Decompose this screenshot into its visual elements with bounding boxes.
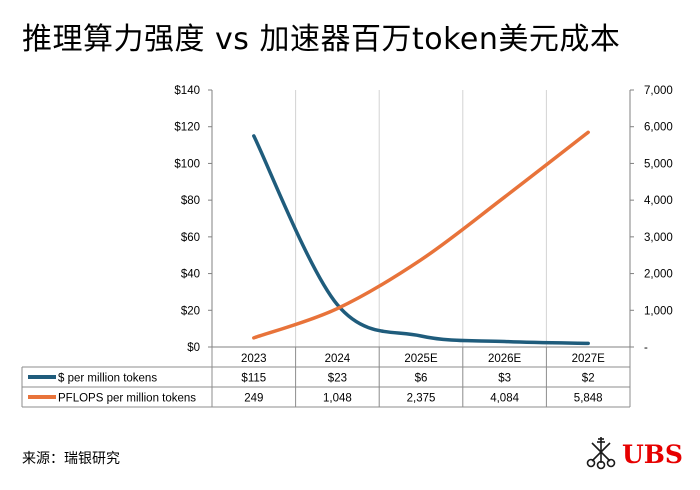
grid-layer — [211, 90, 631, 347]
ubs-logo-text: UBS — [622, 440, 683, 469]
right-tick-label: - — [644, 342, 648, 354]
source-note: 来源：瑞银研究 — [22, 451, 120, 467]
table-cell: $2 — [582, 373, 595, 385]
table-cell: $6 — [415, 373, 428, 385]
left-tick-label: $140 — [174, 85, 200, 97]
x-tick-label: 2025E — [404, 353, 438, 365]
table-cell: 249 — [244, 393, 263, 405]
series-line-cost — [252, 134, 590, 346]
legend-label: PFLOPS per million tokens — [58, 393, 196, 405]
ubs-logo: UBS — [586, 437, 683, 470]
table-cell: 2,375 — [407, 393, 436, 405]
left-tick-label: $100 — [174, 158, 200, 170]
page-title: 推理算力强度 vs 加速器百万token美元成本 — [22, 22, 621, 57]
data-table: 2023 2024 2025E 2026E 2027E $ per million tok… — [21, 347, 631, 408]
table-cell: 5,848 — [574, 393, 603, 405]
table-cell: 4,084 — [490, 393, 519, 405]
left-tick-label: $40 — [181, 269, 200, 281]
axis-layer: $0 $20 $40 $60 $80 $100 $120 $140 - 1,000 2,000 3,0… — [174, 85, 672, 354]
right-tick-label: 4,000 — [644, 195, 673, 207]
legend-label: $ per million tokens — [58, 373, 157, 385]
right-tick-label: 5,000 — [644, 158, 673, 170]
left-tick-label: $0 — [187, 342, 200, 354]
keys-icon — [586, 437, 616, 470]
table-cell: 1,048 — [323, 393, 352, 405]
x-tick-label: 2024 — [325, 353, 351, 365]
right-tick-label: 6,000 — [644, 122, 673, 134]
right-tick-label: 1,000 — [644, 305, 673, 317]
x-tick-label: 2027E — [572, 353, 606, 365]
table-cell: $115 — [241, 373, 266, 385]
table-cell: $23 — [328, 373, 347, 385]
x-tick-label: 2023 — [241, 353, 267, 365]
right-tick-label: 3,000 — [644, 232, 673, 244]
left-tick-label: $80 — [181, 195, 200, 207]
right-tick-label: 2,000 — [644, 269, 673, 281]
left-tick-label: $20 — [181, 305, 200, 317]
series-layer — [252, 130, 590, 346]
left-tick-label: $120 — [174, 122, 200, 134]
series-line-pflops — [252, 130, 590, 340]
table-cell: $3 — [498, 373, 511, 385]
left-tick-label: $60 — [181, 232, 200, 244]
right-tick-label: 7,000 — [644, 85, 673, 97]
x-tick-label: 2026E — [488, 353, 522, 365]
